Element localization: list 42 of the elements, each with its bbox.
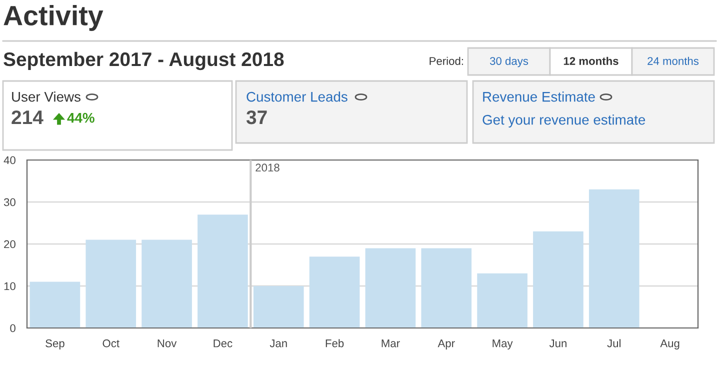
bar	[421, 248, 472, 328]
y-tick-label: 30	[4, 198, 16, 206]
y-tick-label: 10	[4, 282, 16, 290]
bar	[30, 282, 80, 328]
text: 37	[246, 110, 267, 124]
bar	[198, 214, 248, 328]
text: Get your revenue estimate	[482, 114, 646, 128]
x-tick-label: Dec	[214, 340, 232, 348]
y-tick-label: 20	[4, 240, 16, 248]
text: Period:	[430, 56, 463, 65]
text: 24 months	[648, 56, 699, 65]
bar	[142, 240, 192, 328]
bar	[533, 231, 584, 328]
chart-subtitle: September 2017 - August 2018	[4, 52, 284, 70]
x-tick-label: Feb	[326, 339, 344, 348]
text: Customer Leads	[246, 92, 348, 102]
y-tick-label: 40	[4, 156, 16, 164]
x-tick-label: May	[492, 340, 513, 350]
x-tick-label: Jan	[270, 340, 287, 348]
x-tick-label: Mar	[382, 340, 400, 348]
bar	[253, 286, 304, 328]
x-tick-label: Jul	[607, 339, 620, 348]
bar	[86, 240, 136, 328]
text: Revenue Estimate	[483, 92, 595, 102]
chart-title: Activity	[4, 5, 104, 31]
x-tick-label: Nov	[158, 340, 177, 348]
x-tick-label: Jun	[549, 340, 566, 348]
text: 214	[12, 110, 44, 124]
x-tick-label: Aug	[660, 340, 680, 350]
y-tick-label: 0	[10, 324, 16, 332]
bar	[477, 273, 528, 328]
bar	[588, 189, 640, 328]
bar	[365, 248, 416, 328]
text: 12 months	[564, 56, 618, 65]
x-tick-label: Sep	[46, 339, 64, 350]
ref-line-label: 2018	[256, 164, 280, 172]
bar	[309, 256, 360, 328]
text: 44%	[67, 112, 94, 123]
text: User Views	[12, 92, 80, 102]
x-tick-label: Apr	[438, 340, 455, 350]
x-tick-label: Oct	[102, 339, 120, 348]
text: 30 days	[490, 56, 528, 68]
